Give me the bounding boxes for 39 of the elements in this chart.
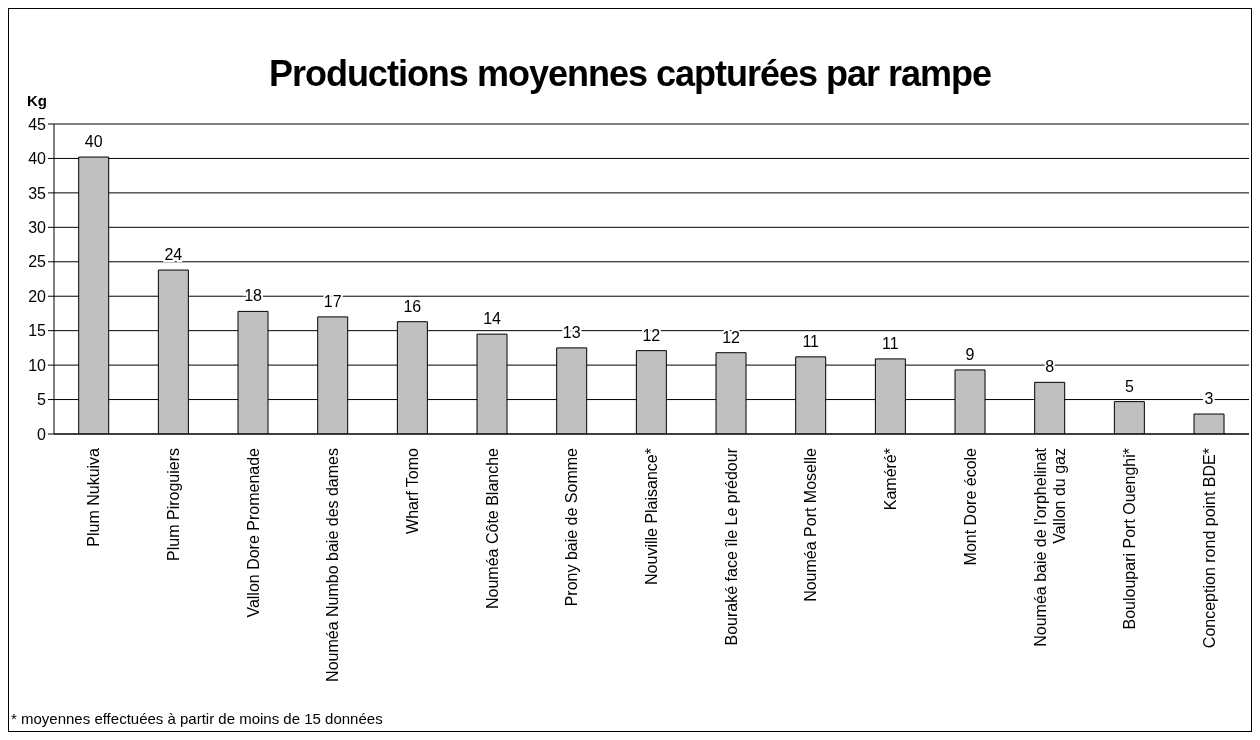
y-tick-label: 30 (28, 219, 47, 237)
x-tick-label: Mont Dore école (961, 447, 979, 566)
x-tick-label: Plum Nukuiva (85, 447, 103, 547)
x-tick-label: Nouméa Numbo baie des dames (324, 448, 342, 682)
x-tick-label: Prony baie de Somme (563, 447, 581, 607)
data-label: 11 (802, 332, 820, 350)
data-label: 12 (642, 326, 661, 344)
y-tick-label: 25 (28, 253, 47, 271)
x-tick-label: Kaméré* (882, 448, 900, 511)
data-label: 12 (722, 328, 741, 346)
y-tick-label: 35 (28, 184, 47, 202)
x-tick-label: Bouraké face île Le prédour (722, 447, 740, 646)
data-label: 14 (483, 310, 502, 328)
y-tick-label: 40 (28, 150, 47, 168)
data-label: 9 (965, 345, 975, 363)
data-label: 5 (1124, 377, 1134, 395)
x-tick-label: Nouméa baie de l'orphelinat Vallon du gaz (1031, 447, 1069, 647)
data-label: 16 (403, 297, 422, 315)
data-label: 24 (164, 246, 183, 264)
y-axis-title: Kg (27, 92, 47, 109)
data-label: 17 (323, 292, 342, 310)
chart-title: Productions moyennes capturées par rampe (268, 53, 992, 94)
x-tick-label: Bouloupari Port Ouenghi* (1121, 448, 1139, 630)
y-tick-label: 5 (37, 391, 47, 409)
y-tick-label: 0 (37, 425, 47, 443)
y-tick-label: 10 (28, 356, 47, 374)
x-tick-label: Nouville Plaisance* (643, 448, 661, 585)
x-tick-label: Plum Piroguiers (165, 448, 183, 561)
x-tick-label: Vallon Dore Promenade (244, 447, 262, 618)
y-tick-label: 15 (28, 322, 47, 340)
text: * moyennes effectuées à partir de moins de 15 données (11, 710, 383, 727)
data-label: 40 (84, 133, 103, 151)
x-tick-label: Nouméa Port Moselle (802, 447, 820, 602)
y-tick-label: 45 (28, 115, 47, 133)
x-tick-label: Nouméa Côte Blanche (483, 447, 501, 609)
y-tick-label: 20 (28, 287, 47, 305)
data-label: 11 (882, 334, 899, 352)
x-tick-label: Conception rond point BDE* (1200, 448, 1218, 649)
x-tick-label: Wharf Tomo (404, 447, 422, 534)
